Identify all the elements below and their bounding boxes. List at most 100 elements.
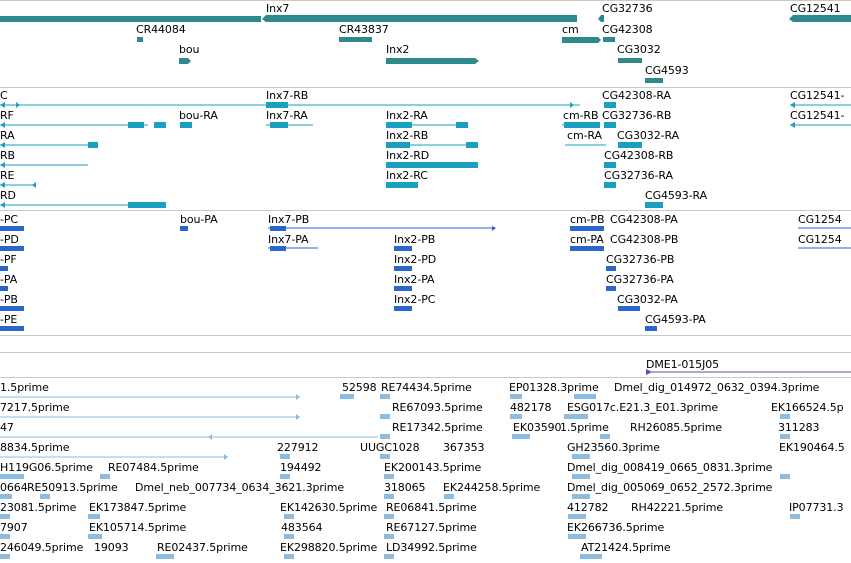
protein-label[interactable]: CG32736-PB	[606, 253, 675, 266]
transcript-label[interactable]: Inx2-RA	[386, 109, 428, 122]
transcript-label[interactable]: cm-RB	[563, 109, 599, 122]
est-label[interactable]: EK142630.5prime	[280, 501, 378, 514]
est-label[interactable]: RE67127.5prime	[386, 521, 477, 534]
gene-label-cm[interactable]: cm	[562, 23, 579, 36]
protein-label[interactable]: -PD	[0, 233, 19, 246]
est-label[interactable]: 246049.5prime	[0, 541, 84, 554]
est-label[interactable]: RH42221.5prime	[631, 501, 724, 514]
est-label[interactable]: Dmel_dig_005069_0652_2572.3prime	[567, 481, 773, 494]
transcript-label[interactable]: Inx7-RB	[266, 89, 309, 102]
protein-label[interactable]: Inx7-PB	[268, 213, 310, 226]
transcript-label[interactable]: RF	[0, 109, 14, 122]
protein-label[interactable]: CG1254	[798, 233, 842, 246]
gene-label-cg4593[interactable]: CG4593	[645, 64, 689, 77]
protein-label[interactable]: cm-PA	[570, 233, 604, 246]
gene-label-cr43837[interactable]: CR43837	[339, 23, 389, 36]
est-label[interactable]: 47	[0, 421, 14, 434]
transcript-label[interactable]: RA	[0, 129, 15, 142]
est-label[interactable]: RE06841.5prime	[386, 501, 477, 514]
est-label[interactable]: 318065	[384, 481, 426, 494]
est-label[interactable]: EK200143.5prime	[384, 461, 482, 474]
est-label[interactable]: 482178	[510, 401, 552, 414]
transcript-label[interactable]: Inx7-RA	[266, 109, 308, 122]
transcript-label[interactable]: CG42308-RA	[602, 89, 671, 102]
est-label[interactable]: Dmel_dig_008419_0665_0831.3prime	[567, 461, 773, 474]
protein-label[interactable]: CG42308-PB	[610, 233, 679, 246]
est-label[interactable]: EK166524.5p	[771, 401, 844, 414]
est-label[interactable]: UUGC1028	[360, 441, 420, 454]
transcript-label[interactable]: CG12541-	[790, 89, 845, 102]
gene-label-cr44084[interactable]: CR44084	[136, 23, 186, 36]
est-label[interactable]: EK03590	[513, 421, 562, 434]
transcript-label[interactable]: CG4593-RA	[645, 189, 707, 202]
est-label[interactable]: EK173847.5prime	[89, 501, 187, 514]
protein-label[interactable]: cm-PB	[570, 213, 605, 226]
protein-label[interactable]: -PC	[0, 213, 18, 226]
est-label[interactable]: 483564	[281, 521, 323, 534]
transcript-label[interactable]: cm-RA	[567, 129, 602, 142]
est-label[interactable]: RE17342.5prime	[392, 421, 483, 434]
protein-label[interactable]: -PE	[0, 313, 18, 326]
protein-label[interactable]: -PB	[0, 293, 18, 306]
est-label[interactable]: 311283	[778, 421, 820, 434]
est-label[interactable]: RE07484.5prime	[108, 461, 199, 474]
est-label[interactable]: 0664	[0, 481, 28, 494]
protein-label[interactable]: CG32736-PA	[606, 273, 674, 286]
gene-label-cg3032[interactable]: CG3032	[617, 43, 661, 56]
protein-label[interactable]: CG4593-PA	[645, 313, 706, 326]
transcript-label[interactable]: RB	[0, 149, 15, 162]
protein-label[interactable]: -PA	[0, 273, 18, 286]
est-label[interactable]: GH23560.3prime	[567, 441, 660, 454]
est-label[interactable]: 8834.5prime	[0, 441, 70, 454]
est-label[interactable]: 7907	[0, 521, 28, 534]
est-label[interactable]: H119G06.5prime	[0, 461, 93, 474]
est-label[interactable]: 412782	[567, 501, 609, 514]
est-label[interactable]: 7217.5prime	[0, 401, 70, 414]
transcript-label[interactable]: RE	[0, 169, 15, 182]
gene-label-cg42308[interactable]: CG42308	[602, 23, 653, 36]
est-label[interactable]: 227912	[277, 441, 319, 454]
transcript-label[interactable]: CG3032-RA	[617, 129, 679, 142]
est-label[interactable]: IP07731.3	[789, 501, 844, 514]
est-label[interactable]: EK244258.5prime	[443, 481, 541, 494]
est-label[interactable]: EK105714.5prime	[89, 521, 187, 534]
protein-label[interactable]: Inx2-PA	[394, 273, 435, 286]
est-label[interactable]: 1.5prime	[0, 381, 49, 394]
gene-label-cg12541[interactable]: CG12541	[790, 2, 841, 15]
gene-label-inx7[interactable]: Inx7	[266, 2, 290, 15]
est-label[interactable]: 52598	[342, 381, 377, 394]
protein-label[interactable]: -PF	[0, 253, 17, 266]
est-label[interactable]: AT21424.5prime	[581, 541, 671, 554]
protein-label[interactable]: Inx2-PD	[394, 253, 437, 266]
est-label[interactable]: EK298820.5prime	[280, 541, 378, 554]
gene-label-inx2[interactable]: Inx2	[386, 43, 410, 56]
transcript-label[interactable]: bou-RA	[179, 109, 218, 122]
gene-label-cg32736[interactable]: CG32736	[602, 2, 653, 15]
est-label[interactable]: RE02437.5prime	[157, 541, 248, 554]
transcript-label[interactable]: C	[0, 89, 8, 102]
est-label[interactable]: Dmel_dig_014972_0632_0394.3prime	[614, 381, 820, 394]
transcript-label[interactable]: Inx2-RC	[386, 169, 428, 182]
protein-label[interactable]: Inx2-PC	[394, 293, 436, 306]
est-label[interactable]: 1.5prime	[560, 421, 609, 434]
transcript-label[interactable]: CG32736-RA	[604, 169, 673, 182]
est-label[interactable]: Dmel_neb_007734_0634_3621.3prime	[135, 481, 345, 494]
protein-label[interactable]: CG42308-PA	[610, 213, 678, 226]
est-label[interactable]: RE74434.5prime	[381, 381, 472, 394]
clone-label[interactable]: DME1-015J05	[646, 358, 720, 371]
transcript-label[interactable]: RD	[0, 189, 16, 202]
est-label[interactable]: 367353	[443, 441, 485, 454]
est-label[interactable]: ESG017c.E21.3_E01.3prime	[567, 401, 719, 414]
est-label[interactable]: RH26085.5prime	[630, 421, 723, 434]
est-label[interactable]: 19093	[94, 541, 129, 554]
est-label[interactable]: RE50913.5prime	[27, 481, 118, 494]
protein-label[interactable]: bou-PA	[180, 213, 218, 226]
gene-label-bou[interactable]: bou	[179, 43, 200, 56]
protein-label[interactable]: Inx7-PA	[268, 233, 309, 246]
protein-label[interactable]: CG3032-PA	[617, 293, 678, 306]
protein-label[interactable]: CG1254	[798, 213, 842, 226]
transcript-label[interactable]: CG32736-RB	[602, 109, 672, 122]
protein-label[interactable]: Inx2-PB	[394, 233, 436, 246]
est-label[interactable]: 194492	[280, 461, 322, 474]
